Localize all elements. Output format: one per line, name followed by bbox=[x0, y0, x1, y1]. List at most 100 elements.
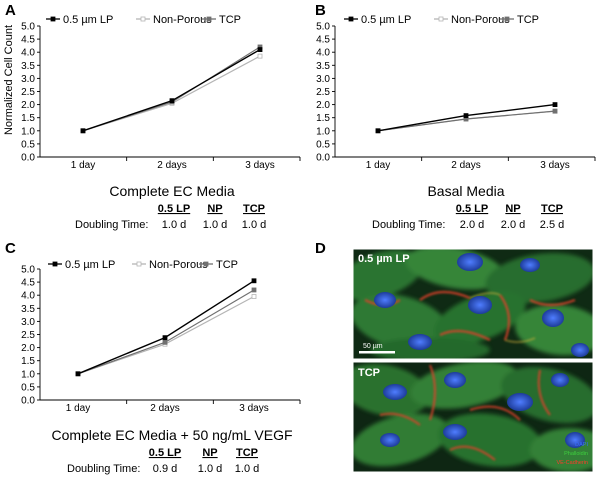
panel-a-dt-value: 1.0 d bbox=[242, 219, 266, 231]
panel-a-xtick-label: 3 days bbox=[245, 160, 274, 171]
panel-c-series-1-point bbox=[251, 294, 257, 299]
panel-b-ytick-label: 4.0 bbox=[316, 48, 330, 59]
panel-a-doubling-time: Doubling Time: 0.5 LP 1.0 d NP 1.0 d TCP 1.0 d bbox=[75, 203, 266, 231]
panel-a-xtick-label: 2 days bbox=[157, 160, 186, 171]
panel-c-title: Complete EC Media + 50 ng/mL VEGF bbox=[51, 427, 292, 443]
panel-a-chart: A 0.0 0.5 1.0 1.5 2.0 2.5 3.0 3.5 4.0 4.5 5.0 1 day… bbox=[3, 2, 301, 231]
panel-c-axes: 0.0 0.5 1.0 1.5 2.0 2.5 3.0 3.5 4.0 4.5 5.0 1 day 2 … bbox=[21, 259, 301, 414]
panel-b-letter: B bbox=[315, 2, 326, 19]
panel-b-legend-marker bbox=[504, 16, 510, 22]
panel-a-series-line-1 bbox=[82, 55, 261, 132]
panel-c-ytick-label: 2.0 bbox=[21, 343, 35, 354]
stain-label-1: Phalloidin bbox=[564, 451, 588, 457]
micrograph-bottom bbox=[353, 362, 593, 472]
panel-a-ylabel: Normalized Cell Count bbox=[3, 25, 15, 135]
panel-c-dt-value: 1.0 d bbox=[235, 463, 259, 475]
panel-a-dt-header: TCP bbox=[243, 203, 265, 215]
panel-a-ytick-label: 3.5 bbox=[21, 61, 35, 72]
panel-a-ytick-label: 4.0 bbox=[21, 48, 35, 59]
scale-bar-label: 50 µm bbox=[363, 343, 383, 350]
micrograph-top-label: 0.5 µm LP bbox=[358, 253, 410, 265]
panel-b-ytick-label: 2.0 bbox=[316, 100, 330, 111]
panel-c-legend-marker bbox=[52, 261, 58, 267]
panel-c-dt-header: NP bbox=[202, 447, 217, 459]
panel-a-legend-label: 0.5 µm LP bbox=[63, 14, 113, 26]
panel-b-dt-header: TCP bbox=[541, 203, 563, 215]
panel-a-ytick-label: 4.5 bbox=[21, 35, 35, 46]
panel-b-legend-label: 0.5 µm LP bbox=[361, 14, 411, 26]
panel-c-ytick-label: 3.5 bbox=[21, 304, 35, 315]
panel-c-series-0-point bbox=[251, 278, 257, 284]
panel-c-series-0-point bbox=[162, 335, 168, 341]
panel-b-series-0-point bbox=[552, 102, 558, 107]
panel-c-ytick-label: 4.5 bbox=[21, 278, 35, 289]
panel-a-series-1-point bbox=[257, 53, 263, 59]
panel-b-series-2-point bbox=[552, 108, 558, 114]
panel-c-xtick-label: 1 day bbox=[66, 403, 90, 414]
panel-a-legend-marker bbox=[140, 16, 146, 22]
panel-a-ytick-label: 2.0 bbox=[21, 100, 35, 111]
panel-c-legend-label: Non-Porous bbox=[149, 259, 208, 271]
panel-c-ytick-label: 3.0 bbox=[21, 317, 35, 328]
panel-c-xtick-label: 3 days bbox=[239, 403, 268, 414]
stain-legend: DAPI Phalloidin VE-Cadherin bbox=[557, 442, 589, 466]
panel-b-dt-label: Doubling Time: bbox=[372, 219, 445, 231]
panel-a-legend-label: TCP bbox=[219, 14, 241, 26]
panel-b-title: Basal Media bbox=[427, 183, 504, 199]
panel-c-legend-label: 0.5 µm LP bbox=[65, 259, 115, 271]
panel-c-series-2-point bbox=[162, 339, 168, 345]
panel-b-dt-value: 2.0 d bbox=[460, 219, 484, 231]
panel-c-ytick-label: 4.0 bbox=[21, 291, 35, 302]
panel-d-micrographs: D bbox=[315, 240, 594, 473]
panel-b-ytick-label: 0.5 bbox=[316, 139, 330, 150]
panel-a-series-0-point bbox=[80, 128, 86, 134]
scale-bar bbox=[359, 351, 395, 354]
panel-a-ytick-label: 5.0 bbox=[21, 22, 35, 33]
panel-a-dt-header: NP bbox=[207, 203, 222, 215]
panel-a-xtick-label: 1 day bbox=[71, 160, 95, 171]
panel-c-ytick-label: 1.0 bbox=[21, 369, 35, 380]
stain-label-0: DAPI bbox=[575, 442, 588, 448]
panel-a-ytick-label: 3.0 bbox=[21, 74, 35, 85]
panel-a-series-0-point bbox=[257, 47, 263, 52]
panel-c-legend-label: TCP bbox=[216, 259, 238, 271]
panel-b-ytick-label: 1.5 bbox=[316, 113, 330, 124]
panel-b-xtick-label: 3 days bbox=[540, 160, 569, 171]
panel-b-xtick-label: 2 days bbox=[451, 160, 480, 171]
panel-c-doubling-time: Doubling Time: 0.5 LP 0.9 d NP 1.0 d TCP 1.0 d bbox=[67, 447, 259, 475]
panel-c-xtick-label: 2 days bbox=[150, 403, 179, 414]
panel-b-ytick-label: 1.0 bbox=[316, 126, 330, 137]
panel-b-ytick-label: 5.0 bbox=[316, 22, 330, 33]
panel-b-ytick-label: 0.0 bbox=[316, 153, 330, 164]
panel-a-ytick-label: 1.0 bbox=[21, 126, 35, 137]
panel-c-dt-value: 0.9 d bbox=[153, 463, 177, 475]
panel-c-ytick-label: 1.5 bbox=[21, 356, 35, 367]
panel-b-series-0-point bbox=[375, 128, 381, 134]
panel-c-series-line-0 bbox=[77, 280, 255, 375]
panel-b-dt-header: NP bbox=[505, 203, 520, 215]
panel-a-ytick-label: 2.5 bbox=[21, 87, 35, 98]
micrograph-top bbox=[353, 249, 593, 359]
panel-a-series-line-2 bbox=[82, 46, 261, 132]
panel-c-dt-value: 1.0 d bbox=[198, 463, 222, 475]
panel-b-dt-header: 0.5 LP bbox=[456, 203, 488, 215]
panel-a-letter: A bbox=[5, 2, 16, 19]
panel-b-dt-value: 2.0 d bbox=[501, 219, 525, 231]
panel-c-dt-header: 0.5 LP bbox=[149, 447, 181, 459]
panel-b-legend-label: Non-Porous bbox=[451, 14, 510, 26]
panel-c-letter: C bbox=[5, 240, 16, 257]
panel-b-ytick-label: 2.5 bbox=[316, 87, 330, 98]
panel-b-legend-marker bbox=[438, 16, 444, 22]
panel-a-dt-label: Doubling Time: bbox=[75, 219, 148, 231]
panel-b-legend-label: TCP bbox=[517, 14, 539, 26]
panel-a-axes: 0.0 0.5 1.0 1.5 2.0 2.5 3.0 3.5 4.0 4.5 5.0 1 day 2 … bbox=[21, 14, 301, 171]
panel-a-legend-marker bbox=[50, 16, 56, 22]
panel-c-ytick-label: 5.0 bbox=[21, 265, 35, 276]
panel-a-dt-header: 0.5 LP bbox=[158, 203, 190, 215]
panel-a-dt-value: 1.0 d bbox=[203, 219, 227, 231]
panel-b-legend-marker bbox=[348, 16, 354, 22]
panel-c-ytick-label: 2.5 bbox=[21, 330, 35, 341]
panel-a-ytick-label: 0.5 bbox=[21, 139, 35, 150]
panel-b-series-0-point bbox=[463, 113, 469, 119]
panel-b-dt-value: 2.5 d bbox=[540, 219, 564, 231]
